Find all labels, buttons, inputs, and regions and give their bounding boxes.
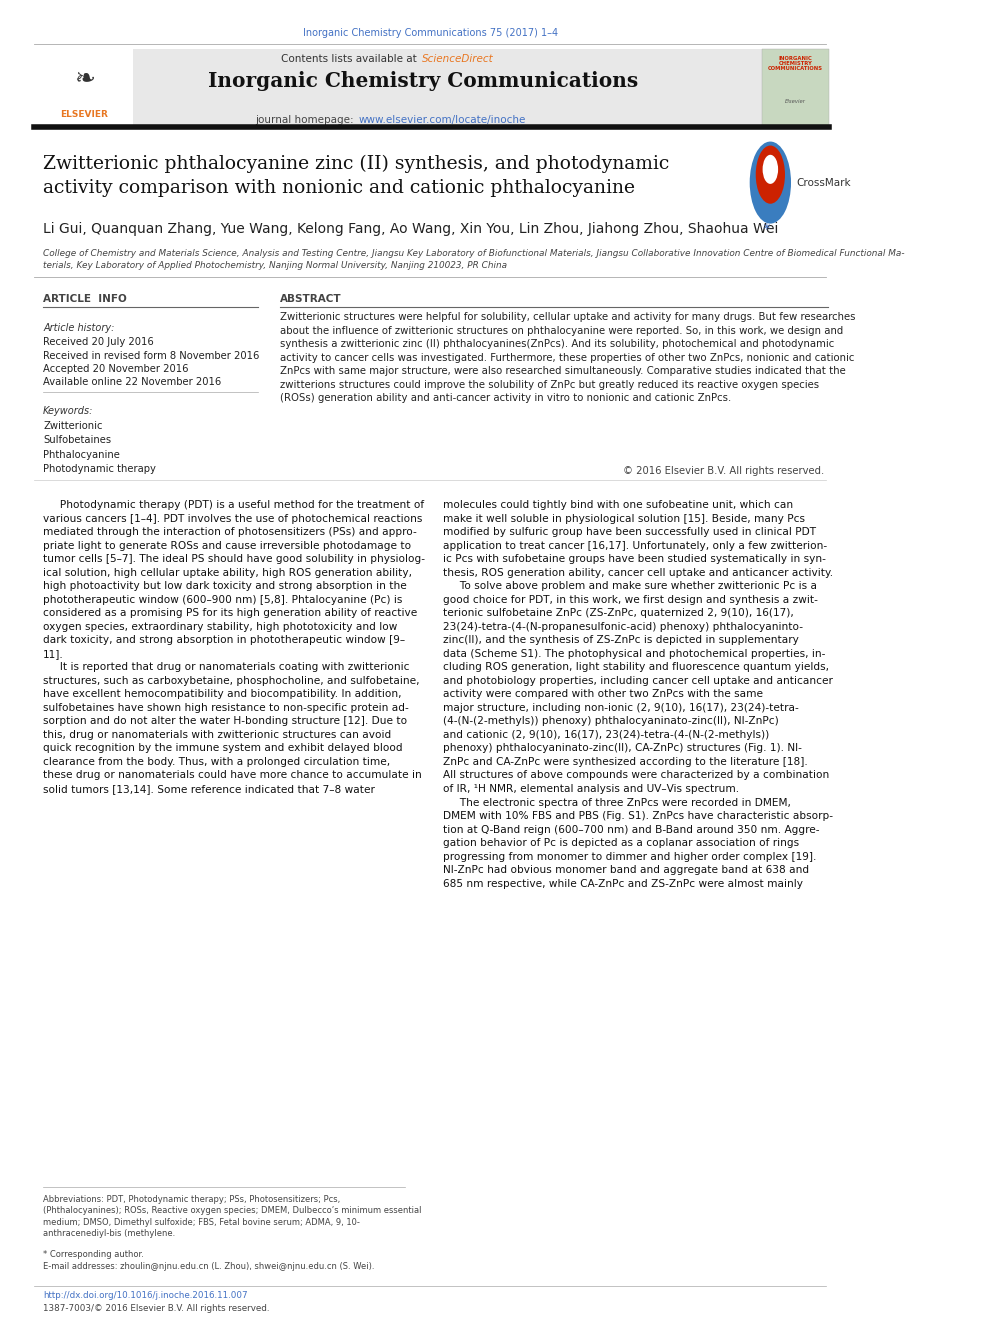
FancyBboxPatch shape [133, 49, 762, 126]
Text: Elsevier: Elsevier [785, 99, 806, 105]
Text: * Corresponding author.: * Corresponding author. [43, 1250, 144, 1259]
Text: ABSTRACT: ABSTRACT [280, 294, 341, 304]
Text: INORGANIC
CHEMISTRY
COMMUNICATIONS: INORGANIC CHEMISTRY COMMUNICATIONS [768, 56, 822, 71]
Text: College of Chemistry and Materials Science, Analysis and Testing Centre, Jiangsu: College of Chemistry and Materials Scien… [43, 249, 905, 258]
Text: Photodynamic therapy: Photodynamic therapy [43, 464, 156, 475]
Text: Sulfobetaines: Sulfobetaines [43, 435, 111, 446]
Text: ELSEVIER: ELSEVIER [61, 110, 108, 119]
Text: journal homepage:: journal homepage: [255, 115, 357, 126]
FancyBboxPatch shape [35, 49, 133, 126]
Text: *: * [759, 222, 771, 237]
Text: CrossMark: CrossMark [797, 177, 851, 188]
Ellipse shape [763, 155, 778, 184]
Text: http://dx.doi.org/10.1016/j.inoche.2016.11.007: http://dx.doi.org/10.1016/j.inoche.2016.… [43, 1291, 248, 1301]
FancyBboxPatch shape [762, 49, 829, 126]
Text: Zwitterionic structures were helpful for solubility, cellular uptake and activit: Zwitterionic structures were helpful for… [280, 312, 855, 404]
Ellipse shape [750, 142, 791, 224]
Text: ScienceDirect: ScienceDirect [422, 54, 493, 65]
Text: Contents lists available at: Contents lists available at [281, 54, 420, 65]
Text: Phthalocyanine: Phthalocyanine [43, 450, 120, 460]
Text: Accepted 20 November 2016: Accepted 20 November 2016 [43, 364, 188, 374]
Text: E-mail addresses: zhoulin@njnu.edu.cn (L. Zhou), shwei@njnu.edu.cn (S. Wei).: E-mail addresses: zhoulin@njnu.edu.cn (L… [43, 1262, 375, 1271]
Text: ❧: ❧ [73, 67, 95, 91]
Text: ARTICLE  INFO: ARTICLE INFO [43, 294, 127, 304]
Ellipse shape [756, 146, 785, 204]
Text: 1387-7003/© 2016 Elsevier B.V. All rights reserved.: 1387-7003/© 2016 Elsevier B.V. All right… [43, 1304, 270, 1314]
Text: Received 20 July 2016: Received 20 July 2016 [43, 337, 154, 348]
Text: Zwitterionic: Zwitterionic [43, 421, 102, 431]
Text: Zwitterionic phthalocyanine zinc (II) synthesis, and photodynamic
activity compa: Zwitterionic phthalocyanine zinc (II) sy… [43, 155, 670, 197]
Text: Received in revised form 8 November 2016: Received in revised form 8 November 2016 [43, 351, 260, 361]
Text: Article history:: Article history: [43, 323, 114, 333]
Text: molecules could tightly bind with one sufobeatine unit, which can
make it well s: molecules could tightly bind with one su… [443, 500, 833, 889]
Text: Inorganic Chemistry Communications 75 (2017) 1–4: Inorganic Chemistry Communications 75 (2… [303, 28, 558, 38]
Text: Li Gui, Quanquan Zhang, Yue Wang, Kelong Fang, Ao Wang, Xin You, Lin Zhou, Jiaho: Li Gui, Quanquan Zhang, Yue Wang, Kelong… [43, 222, 779, 237]
Text: Photodynamic therapy (PDT) is a useful method for the treatment of
various cance: Photodynamic therapy (PDT) is a useful m… [43, 500, 425, 794]
Text: terials, Key Laboratory of Applied Photochemistry, Nanjing Normal University, Na: terials, Key Laboratory of Applied Photo… [43, 261, 507, 270]
Text: Inorganic Chemistry Communications: Inorganic Chemistry Communications [208, 71, 639, 91]
Text: Available online 22 November 2016: Available online 22 November 2016 [43, 377, 221, 388]
Text: Abbreviations: PDT, Photodynamic therapy; PSs, Photosensitizers; Pcs,
(Phthalocy: Abbreviations: PDT, Photodynamic therapy… [43, 1195, 422, 1238]
Text: www.elsevier.com/locate/inoche: www.elsevier.com/locate/inoche [358, 115, 526, 126]
Text: © 2016 Elsevier B.V. All rights reserved.: © 2016 Elsevier B.V. All rights reserved… [623, 466, 824, 476]
Text: Keywords:: Keywords: [43, 406, 93, 417]
